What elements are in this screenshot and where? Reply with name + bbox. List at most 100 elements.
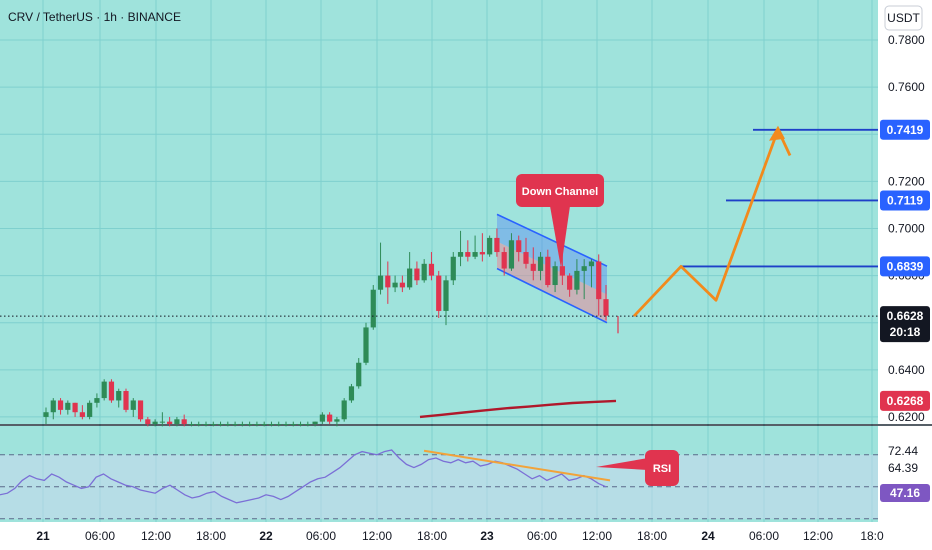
candle-body[interactable] [261, 424, 267, 425]
candle-body[interactable] [356, 362, 362, 387]
candle-body[interactable] [159, 421, 165, 423]
candle[interactable] [377, 242, 384, 295]
candle[interactable] [167, 416, 173, 427]
candle-body[interactable] [123, 391, 129, 410]
candle[interactable] [465, 240, 471, 262]
candle-body[interactable] [137, 400, 144, 420]
candle[interactable] [290, 421, 296, 427]
candle-body[interactable] [225, 424, 231, 425]
candle-body[interactable] [167, 421, 173, 424]
candle[interactable] [232, 421, 238, 427]
candle-body[interactable] [290, 424, 296, 425]
candle-body[interactable] [487, 237, 493, 255]
candle[interactable] [341, 398, 347, 422]
candle-body[interactable] [363, 327, 369, 363]
candle[interactable] [94, 393, 100, 408]
candle[interactable] [567, 273, 573, 297]
candle[interactable] [523, 237, 529, 269]
candle[interactable] [414, 261, 420, 286]
candle-body[interactable] [574, 270, 580, 290]
candle-body[interactable] [567, 275, 573, 290]
down-channel-callout[interactable]: Down Channel [516, 174, 604, 268]
candle[interactable] [588, 259, 595, 288]
candle[interactable] [552, 261, 558, 293]
currency-selector[interactable]: USDT [884, 5, 923, 31]
candle[interactable] [210, 421, 216, 427]
candle[interactable] [196, 421, 202, 427]
candle[interactable] [392, 275, 398, 293]
candle-body[interactable] [523, 252, 529, 264]
candle-body[interactable] [239, 424, 245, 425]
candle[interactable] [516, 235, 522, 262]
candle-body[interactable] [305, 424, 311, 425]
candle-body[interactable] [588, 261, 595, 267]
candle[interactable] [574, 259, 580, 295]
candle[interactable] [443, 275, 449, 326]
candle-body[interactable] [94, 398, 100, 403]
candle[interactable] [370, 285, 376, 330]
candle-body[interactable] [414, 268, 420, 281]
candle[interactable] [181, 414, 187, 427]
candle-body[interactable] [465, 252, 471, 257]
candle[interactable] [603, 285, 609, 321]
candle[interactable] [472, 235, 478, 260]
candle-body[interactable] [319, 414, 325, 422]
candle[interactable] [203, 421, 209, 427]
candle-body[interactable] [232, 424, 238, 425]
candle[interactable] [261, 421, 267, 427]
candle-body[interactable] [203, 424, 209, 425]
candle-body[interactable] [210, 424, 216, 425]
candle-body[interactable] [370, 289, 376, 328]
candle-body[interactable] [457, 252, 464, 257]
candle[interactable] [276, 421, 282, 427]
candle-body[interactable] [545, 256, 551, 286]
candle-body[interactable] [87, 402, 93, 417]
candle[interactable] [217, 421, 224, 427]
rsi-callout-box[interactable] [645, 450, 679, 486]
candle-body[interactable] [516, 240, 522, 253]
candle[interactable] [596, 254, 602, 316]
candle[interactable] [494, 228, 500, 257]
candle-body[interactable] [72, 402, 78, 413]
candle[interactable] [385, 261, 391, 304]
candle[interactable] [305, 421, 311, 427]
candle[interactable] [65, 400, 71, 415]
candle[interactable] [581, 259, 587, 300]
candle-body[interactable] [254, 424, 260, 425]
candle-body[interactable] [312, 421, 318, 424]
candle-body[interactable] [130, 400, 136, 410]
candle-body[interactable] [443, 280, 449, 311]
candle-body[interactable] [603, 299, 609, 316]
candle[interactable] [421, 259, 427, 283]
candle[interactable] [50, 398, 56, 420]
candle[interactable] [501, 247, 507, 276]
candle[interactable] [239, 421, 245, 427]
candle[interactable] [152, 419, 158, 427]
candle-body[interactable] [581, 266, 587, 271]
candle-body[interactable] [79, 412, 85, 417]
candle-body[interactable] [399, 282, 405, 288]
candle-body[interactable] [43, 412, 49, 417]
candle[interactable] [247, 421, 253, 427]
candle-body[interactable] [392, 282, 398, 288]
candle-body[interactable] [552, 266, 558, 286]
candle-body[interactable] [559, 266, 565, 276]
candle[interactable] [116, 388, 122, 408]
callout-box[interactable] [516, 174, 604, 207]
candle-body[interactable] [50, 400, 56, 413]
candle-body[interactable] [385, 275, 391, 288]
candle-body[interactable] [57, 400, 64, 410]
candle-body[interactable] [334, 419, 340, 422]
candle-body[interactable] [479, 252, 485, 255]
candle[interactable] [457, 230, 464, 267]
candle[interactable] [130, 398, 136, 417]
candle[interactable] [348, 383, 355, 403]
candle[interactable] [174, 416, 180, 427]
candle[interactable] [530, 247, 536, 281]
candle[interactable] [487, 235, 493, 257]
candle-body[interactable] [174, 419, 180, 424]
candle-body[interactable] [196, 424, 202, 425]
candle-body[interactable] [348, 386, 355, 401]
candle[interactable] [297, 421, 304, 427]
